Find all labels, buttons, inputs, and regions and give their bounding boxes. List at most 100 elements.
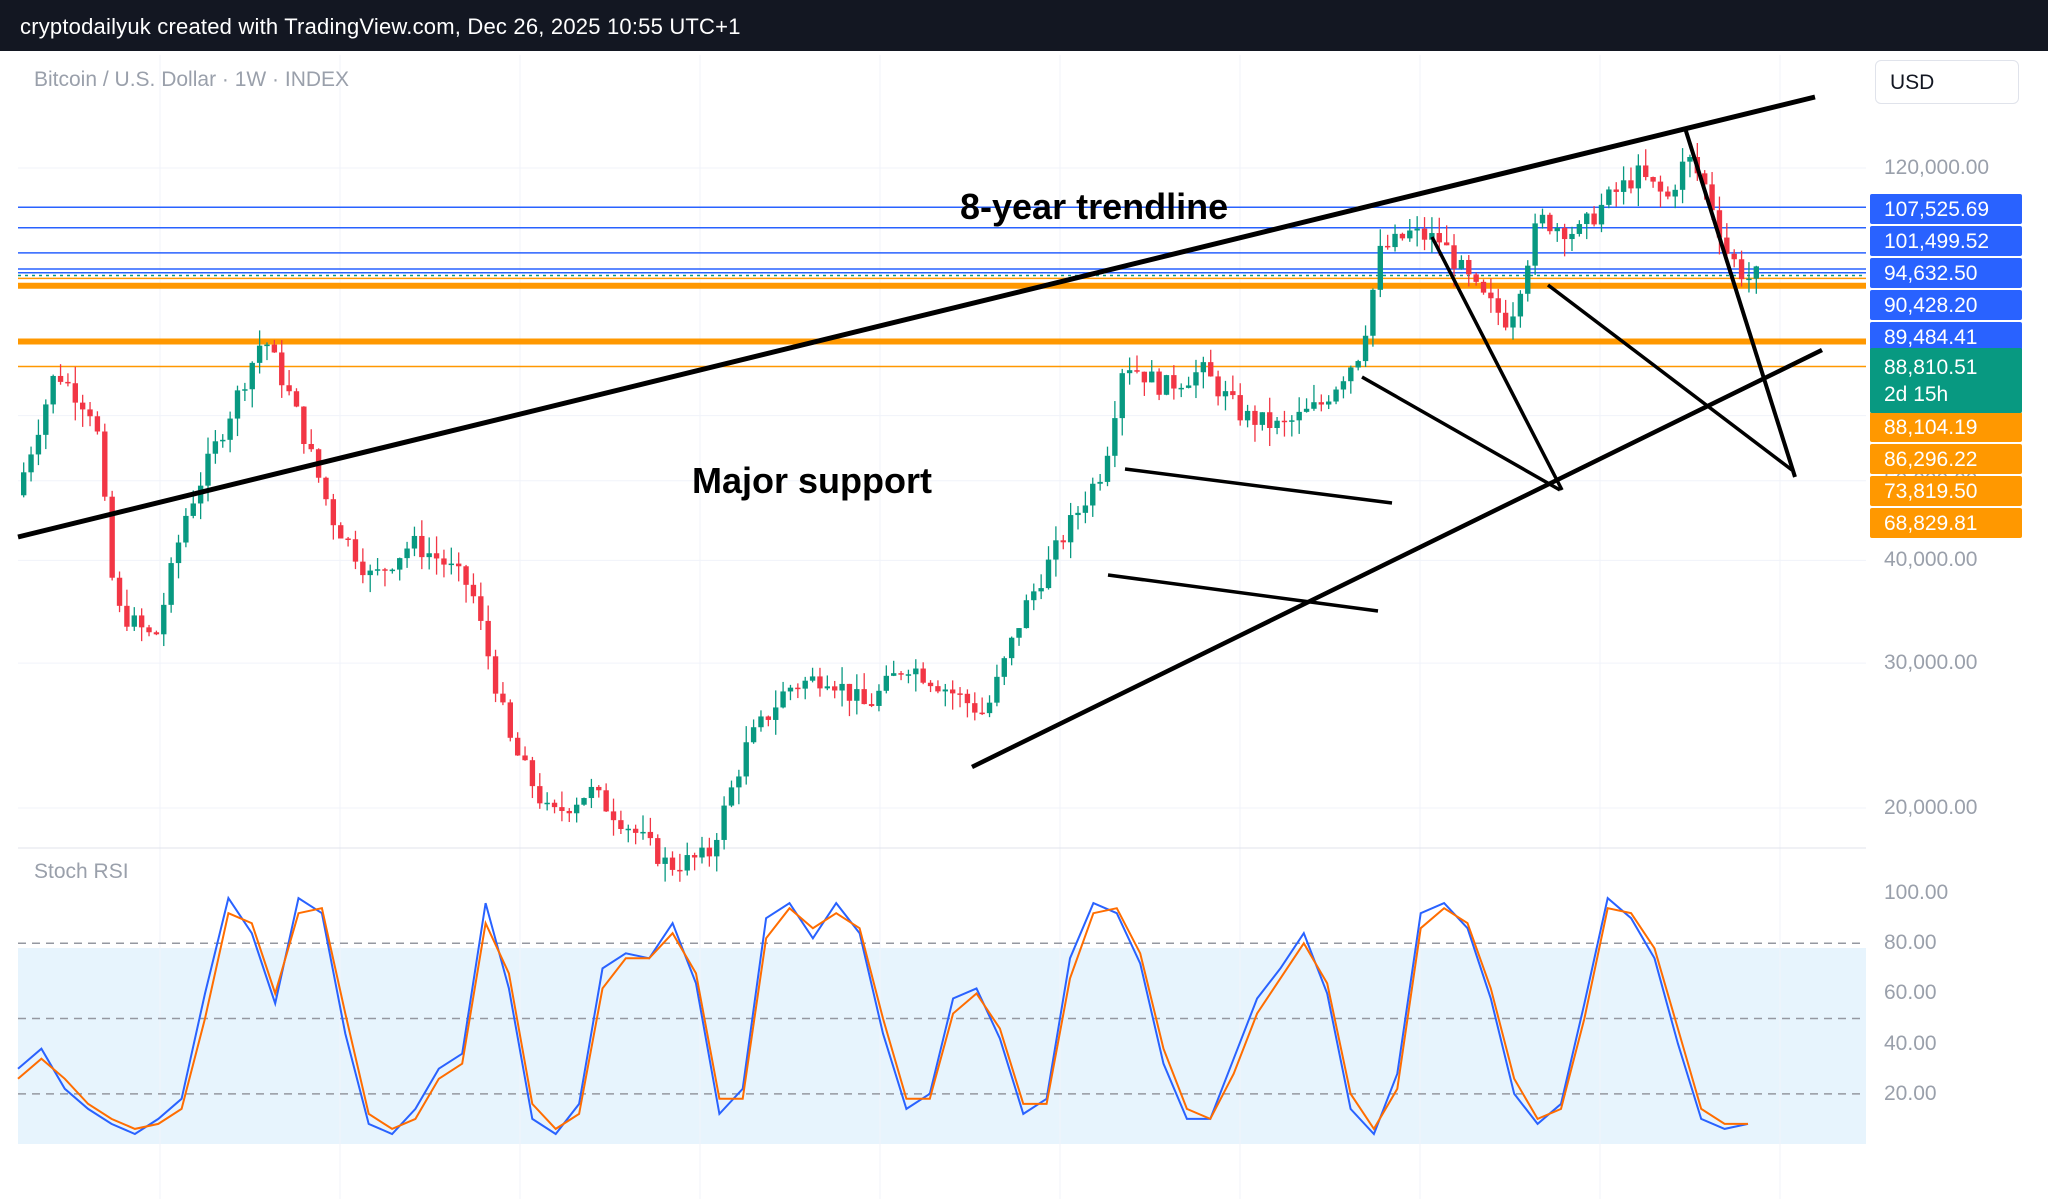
candle-body <box>522 755 528 761</box>
candle-body <box>411 535 418 549</box>
candle-body <box>389 569 396 572</box>
candle-body <box>1267 412 1273 428</box>
candle-body <box>1208 362 1214 377</box>
rising-support-trendline <box>971 347 1823 770</box>
candle-body <box>795 687 801 690</box>
candle-body <box>1318 402 1324 405</box>
stoch-rsi-lines <box>17 895 1749 1136</box>
candle-body <box>964 693 971 704</box>
candle-body <box>138 615 145 628</box>
candle-body <box>1620 180 1627 192</box>
candle-body <box>1480 281 1487 293</box>
candle-body <box>352 539 359 562</box>
candle-body <box>957 693 963 695</box>
candle-body <box>1643 165 1649 178</box>
candle-body <box>581 798 587 805</box>
price-level-tag: 94,632.50 <box>1870 258 2022 288</box>
candle-body <box>1466 259 1472 275</box>
candle-body <box>1525 265 1531 294</box>
price-level-tag: 88,104.19 <box>1870 412 2022 442</box>
candle-body <box>1451 245 1457 269</box>
candle-body <box>205 453 211 486</box>
candle-body <box>397 558 403 570</box>
candle-body <box>382 569 388 571</box>
candle-body <box>153 632 160 635</box>
candle-body <box>478 596 484 621</box>
header-text: cryptodailyuk created with TradingView.c… <box>20 14 741 39</box>
candle-body <box>1650 177 1656 182</box>
candle-body <box>1296 411 1302 421</box>
candle-body <box>1060 540 1066 543</box>
candle-body <box>1141 371 1148 383</box>
currency-selector[interactable]: USD <box>1875 60 2019 104</box>
candle-body <box>942 689 948 692</box>
candle-body <box>1222 391 1229 397</box>
flag-line-lower <box>1361 375 1561 492</box>
candle-body <box>1569 233 1575 240</box>
candle-body <box>1126 370 1133 374</box>
candle-body <box>65 381 71 384</box>
candle-body <box>57 375 64 382</box>
candle-body <box>1230 391 1236 396</box>
price-level-tag: 101,499.52 <box>1870 226 2022 256</box>
candle-body <box>1001 658 1007 677</box>
candle-body <box>559 807 565 811</box>
candle-body <box>28 454 34 473</box>
candle-body <box>1598 204 1605 225</box>
candle-body <box>1075 512 1081 516</box>
candle-body <box>234 390 241 419</box>
candle-body <box>308 443 314 450</box>
candle-body <box>1104 455 1111 482</box>
candle-body <box>802 680 808 689</box>
candle-body <box>227 418 233 440</box>
candle-body <box>596 786 602 791</box>
bar-countdown: 2d 15h <box>1884 383 1949 406</box>
candle-body <box>1724 237 1730 254</box>
candle-body <box>1517 293 1524 317</box>
candle-body <box>1458 259 1465 269</box>
candle-body <box>1185 385 1192 388</box>
stoch-axis-tick: 20.00 <box>1884 1081 1937 1105</box>
stoch-rsi-title[interactable]: Stoch RSI <box>34 860 129 883</box>
flag-line-upper <box>1430 236 1564 491</box>
candle-body <box>773 707 779 720</box>
price-axis-tick: 40,000.00 <box>1884 548 1978 572</box>
candle-body <box>632 828 639 833</box>
candle-body <box>949 689 956 694</box>
candle-body <box>161 604 167 635</box>
candle-body <box>1171 375 1177 389</box>
candle-body <box>1488 292 1494 299</box>
candle-body <box>809 676 816 681</box>
candle-body <box>175 542 182 564</box>
stoch-axis-tick: 60.00 <box>1884 981 1937 1005</box>
candle-body <box>876 690 882 706</box>
candle-body <box>433 553 440 559</box>
candle-body <box>1156 371 1162 395</box>
candle-body <box>256 345 263 363</box>
horizontal-levels <box>18 206 1866 368</box>
candle-body <box>183 515 189 543</box>
candle-body <box>758 716 764 728</box>
candle-body <box>625 828 631 831</box>
symbol-title[interactable]: Bitcoin / U.S. Dollar · 1W · INDEX <box>34 68 350 91</box>
candle-body <box>1333 389 1339 402</box>
candle-body <box>441 558 447 565</box>
candle-body <box>1215 376 1221 397</box>
falling-wedge-line-lower <box>1546 283 1794 472</box>
stoch-axis-tick: 80.00 <box>1884 931 1937 955</box>
candle-body <box>94 416 101 432</box>
candle-body <box>1045 559 1052 589</box>
candle-body <box>485 620 491 657</box>
candle-body <box>1067 515 1074 543</box>
candle-body <box>927 682 934 687</box>
candle-body <box>721 805 727 840</box>
candle-body <box>1097 481 1103 484</box>
candle-body <box>456 563 462 567</box>
candle-body <box>1038 588 1044 592</box>
candle-body <box>1628 180 1634 189</box>
candle-body <box>714 839 720 857</box>
candlestick-series <box>21 143 1759 882</box>
candle-body <box>1281 420 1288 423</box>
candle-body <box>212 441 219 454</box>
